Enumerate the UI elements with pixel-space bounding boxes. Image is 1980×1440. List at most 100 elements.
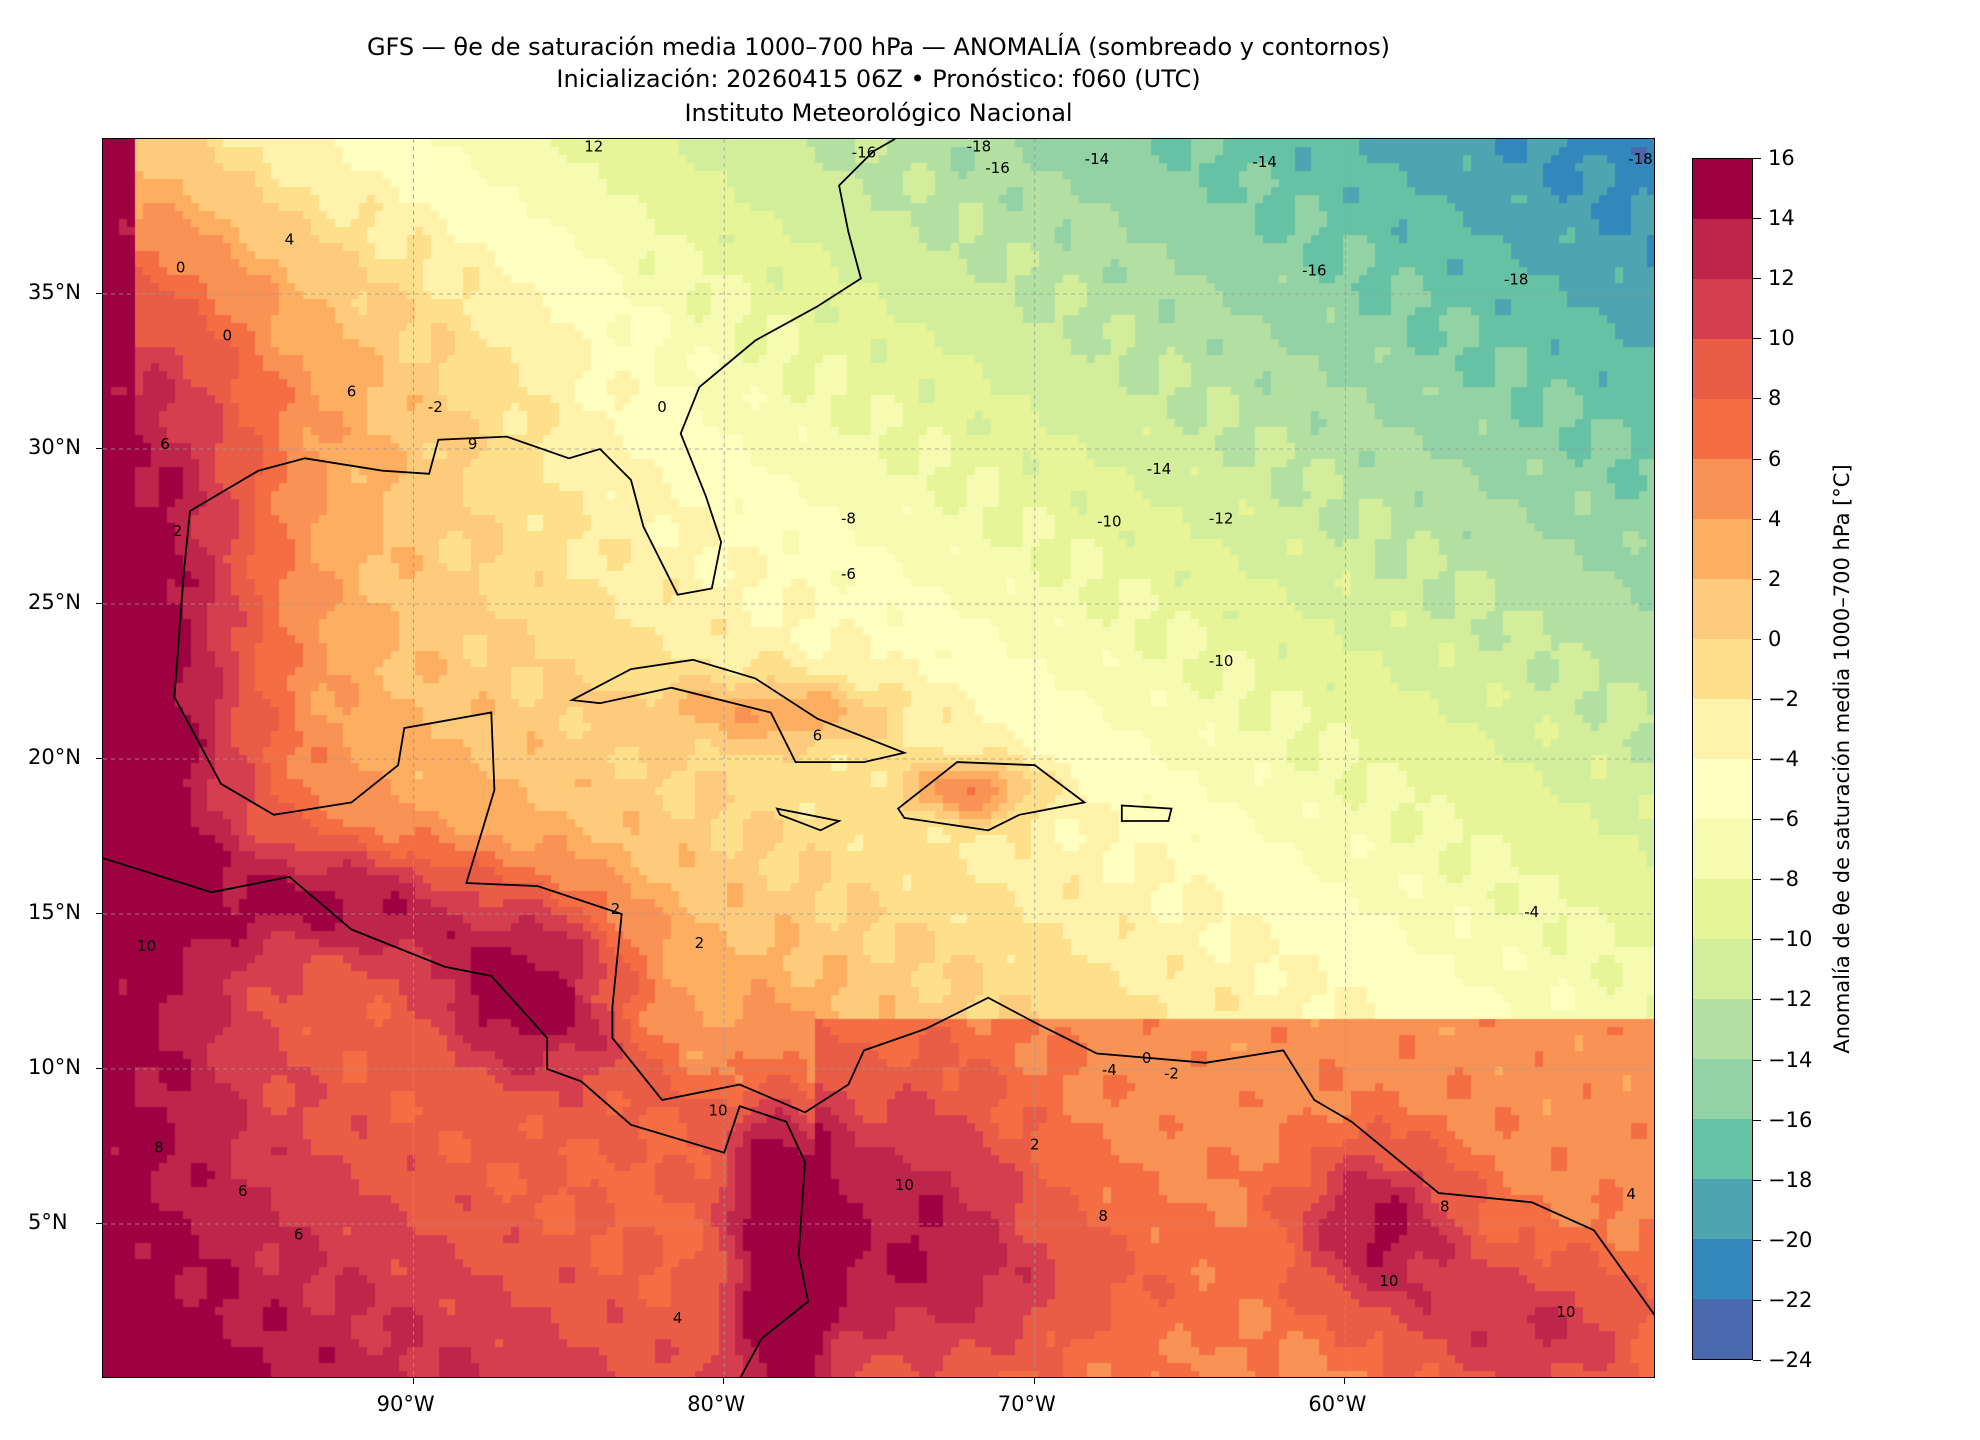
colorbar-tick: [1753, 398, 1761, 400]
contour-label: -18: [1504, 271, 1529, 289]
lat-tick: [96, 913, 102, 914]
contour-label: 0: [657, 398, 667, 416]
colorbar-tick: [1753, 879, 1761, 881]
coastline-cuba: [568, 658, 908, 763]
contour-label: -2: [428, 398, 443, 416]
contour-label: 8: [1098, 1207, 1108, 1225]
contour-label: 10: [137, 937, 156, 955]
contour-label: 0: [176, 258, 186, 276]
colorbar-swatch: [1693, 279, 1752, 339]
colorbar-tick: [1753, 999, 1761, 1001]
colorbar-tick: [1753, 1119, 1761, 1121]
contour-label: -16: [1302, 261, 1327, 279]
colorbar-swatch: [1693, 399, 1752, 459]
contour-label: -2: [1164, 1064, 1179, 1082]
colorbar-swatch: [1693, 939, 1752, 999]
contour-label: 6: [813, 726, 823, 744]
contour-label: 6: [294, 1226, 304, 1244]
colorbar-tick-label: 10: [1768, 326, 1795, 351]
colorbar-swatch: [1693, 1239, 1752, 1299]
contour-label: -14: [1085, 150, 1110, 168]
map-plot-area: 12 -16 -18 -16 -14 -14 -18 -16 -18 -14 -12 -10 -8 -6 -…: [102, 138, 1655, 1378]
contour-label: -4: [1524, 903, 1539, 921]
contour-label: 0: [222, 327, 232, 345]
contour-label: -10: [1097, 513, 1122, 531]
contour-label: -4: [1102, 1061, 1117, 1079]
colorbar-tick: [1753, 1179, 1761, 1181]
contour-label: 2: [695, 934, 705, 952]
colorbar-tick: [1753, 218, 1761, 220]
contour-label: -18: [1628, 150, 1653, 168]
colorbar-tick-label: −20: [1768, 1227, 1813, 1252]
lat-tick-label: 35°N: [28, 280, 81, 304]
colorbar-tick: [1753, 458, 1761, 460]
colorbar-tick-label: −12: [1768, 987, 1813, 1012]
contour-label: 8: [154, 1139, 164, 1157]
colorbar-tick-label: −16: [1768, 1107, 1813, 1132]
coastline-jamaica: [775, 807, 842, 832]
colorbar-tick: [1753, 698, 1761, 700]
colorbar-tick-label: −10: [1768, 927, 1813, 952]
colorbar-tick-label: 0: [1768, 626, 1782, 651]
lon-tick: [1033, 1378, 1035, 1384]
lat-tick: [96, 1223, 102, 1224]
colorbar-swatch: [1693, 879, 1752, 939]
colorbar-swatch: [1693, 759, 1752, 819]
contour-label: 4: [1626, 1185, 1636, 1203]
lat-tick-label: 10°N: [28, 1055, 81, 1079]
lat-tick: [96, 603, 102, 604]
colorbar-tick-label: −4: [1768, 747, 1799, 771]
colorbar-tick: [1753, 1299, 1761, 1301]
colorbar-tick-label: 2: [1768, 566, 1782, 591]
colorbar-swatch: [1693, 519, 1752, 579]
colorbar-tick: [1753, 1239, 1761, 1241]
colorbar-tick-label: −24: [1768, 1348, 1813, 1372]
contour-label: 8: [1440, 1198, 1450, 1216]
colorbar-swatch: [1693, 159, 1752, 219]
lon-tick-label: 60°W: [1308, 1392, 1367, 1416]
colorbar-swatch: [1693, 699, 1752, 759]
contour-label: -14: [1147, 460, 1172, 478]
contour-label: 10: [708, 1102, 727, 1120]
contour-label: -8: [841, 509, 856, 527]
colorbar-tick: [1753, 338, 1761, 340]
contour-label: 4: [673, 1309, 683, 1327]
lat-tick-label: 15°N: [28, 900, 81, 924]
lat-tick: [96, 758, 102, 759]
colorbar-tick: [1753, 638, 1761, 640]
map-overlay: 12 -16 -18 -16 -14 -14 -18 -16 -18 -14 -12 -10 -8 -6 -…: [103, 139, 1654, 1377]
colorbar-tick-label: 16: [1768, 146, 1795, 170]
colorbar-tick-label: −6: [1768, 807, 1799, 832]
colorbar: [1692, 158, 1753, 1360]
contour-label: 6: [160, 435, 170, 453]
colorbar-tick: [1753, 158, 1761, 159]
colorbar-swatch: [1693, 1299, 1752, 1359]
colorbar-tick: [1753, 819, 1761, 821]
colorbar-tick-label: 14: [1768, 206, 1795, 231]
lon-tick: [412, 1378, 414, 1384]
colorbar-label: Anomalía de θe de saturación media 1000–…: [1830, 464, 1854, 1054]
contour-label: 12: [584, 139, 603, 155]
contour-label: -16: [852, 144, 877, 162]
lat-tick-label: 5°N: [28, 1210, 68, 1234]
lat-tick: [96, 293, 102, 294]
colorbar-swatch: [1693, 1119, 1752, 1179]
title-line-1: GFS — θe de saturación media 1000–700 hP…: [366, 33, 1391, 61]
contour-label: -10: [1209, 652, 1234, 670]
colorbar-tick: [1753, 939, 1761, 941]
contour-label: 10: [895, 1176, 914, 1194]
lon-tick-label: 70°W: [997, 1392, 1056, 1416]
colorbar-swatch: [1693, 579, 1752, 639]
lon-tick-label: 90°W: [376, 1392, 435, 1416]
colorbar-tick: [1753, 518, 1761, 520]
colorbar-swatch: [1693, 1059, 1752, 1119]
colorbar-tick-label: 12: [1768, 266, 1795, 291]
colorbar-tick-label: −14: [1768, 1047, 1813, 1072]
contour-label: -14: [1252, 153, 1277, 171]
colorbar-tick: [1753, 278, 1761, 280]
contour-label: -12: [1209, 509, 1234, 527]
lat-tick-label: 30°N: [28, 435, 81, 459]
colorbar-tick-label: −8: [1768, 867, 1799, 892]
contour-label: -6: [841, 565, 856, 583]
coastline-pacific: [103, 857, 810, 1377]
